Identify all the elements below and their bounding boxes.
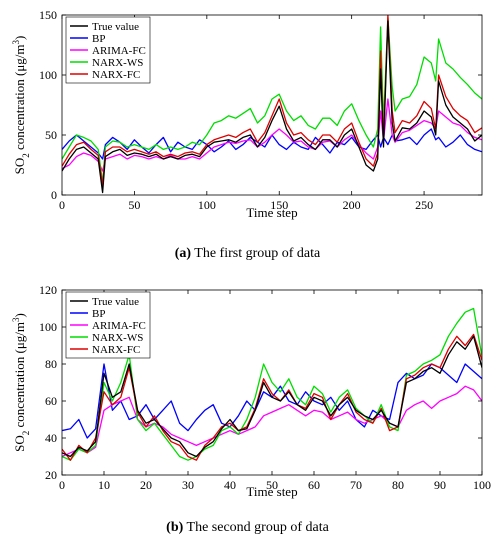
x-tick-label-a: 100	[198, 198, 216, 212]
series-group-b	[62, 307, 482, 461]
caption-a-text: The first group of data	[191, 246, 321, 261]
y-tick-label-b: 40	[45, 431, 57, 445]
y-tick-label-a: 150	[39, 8, 57, 22]
series-group-a	[62, 15, 482, 194]
y-tick-label-b: 100	[39, 320, 57, 334]
y-tick-label-a: 0	[51, 188, 57, 202]
x-tick-label-a: 200	[343, 198, 361, 212]
series-line-arima-fc-a	[62, 98, 482, 172]
x-tick-label-b: 50	[266, 478, 278, 492]
legend-label-narx-fc-a: NARX-FC	[92, 69, 140, 81]
x-tick-label-b: 60	[308, 478, 320, 492]
caption-b-text: The second group of data	[183, 520, 329, 535]
x-tick-label-b: 20	[140, 478, 152, 492]
x-tick-label-b: 0	[59, 478, 65, 492]
legend-label-bp-a: BP	[92, 33, 105, 45]
chart-b: 0 10 20 30 40 50 60 70 80 90 100 20 40 60 80 100 120 Time…	[11, 283, 491, 499]
x-tick-label-b: 80	[392, 478, 404, 492]
legend-label-narx-fc-b: NARX-FC	[92, 344, 140, 356]
legend-label-true-value-b: True value	[92, 296, 139, 308]
x-tick-label-a: 150	[270, 198, 288, 212]
series-line-narx-fc-a	[62, 15, 482, 187]
legend-label-bp-b: BP	[92, 308, 105, 320]
x-tick-label-b: 70	[350, 478, 362, 492]
x-tick-label-b: 40	[224, 478, 236, 492]
caption-b-letter: (b)	[166, 520, 184, 535]
series-line-arima-fc-b	[62, 385, 482, 458]
y-axis-label-a: SO2 concentration (μg/m3)	[11, 36, 31, 175]
legend-label-arima-fc-b: ARIMA-FC	[92, 320, 146, 332]
x-tick-label-a: 50	[128, 198, 140, 212]
y-tick-label-b: 120	[39, 283, 57, 297]
y-tick-label-b: 80	[45, 357, 57, 371]
caption-b: (b) The second group of data	[0, 520, 495, 536]
series-line-true-value-a	[62, 20, 482, 194]
series-line-narx-ws-a	[62, 16, 482, 184]
y-tick-label-a: 50	[45, 128, 57, 142]
caption-a-letter: (a)	[174, 246, 192, 261]
series-line-true-value-b	[62, 335, 482, 458]
x-tick-label-a: 250	[415, 198, 433, 212]
legend-label-narx-ws-b: NARX-WS	[92, 332, 143, 344]
y-tick-label-b: 20	[45, 468, 57, 482]
legend-label-arima-fc-a: ARIMA-FC	[92, 45, 146, 57]
series-line-bp-a	[62, 128, 482, 160]
caption-a: (a) The first group of data	[0, 246, 495, 262]
legend-label-true-value-a: True value	[92, 21, 139, 33]
y-tick-label-a: 100	[39, 68, 57, 82]
legend-label-narx-ws-a: NARX-WS	[92, 57, 143, 69]
y-axis-label-b: SO2 concentration (μg/m3)	[11, 313, 31, 452]
x-tick-label-b: 10	[98, 478, 110, 492]
x-axis-label-a: Time step	[246, 205, 297, 220]
x-tick-label-b: 100	[473, 478, 491, 492]
axes-frame-a	[61, 14, 483, 196]
y-tick-label-b: 60	[45, 394, 57, 408]
x-axis-label-b: Time step	[246, 484, 297, 499]
x-tick-label-b: 30	[182, 478, 194, 492]
x-tick-label-a: 0	[59, 198, 65, 212]
x-tick-label-b: 90	[434, 478, 446, 492]
